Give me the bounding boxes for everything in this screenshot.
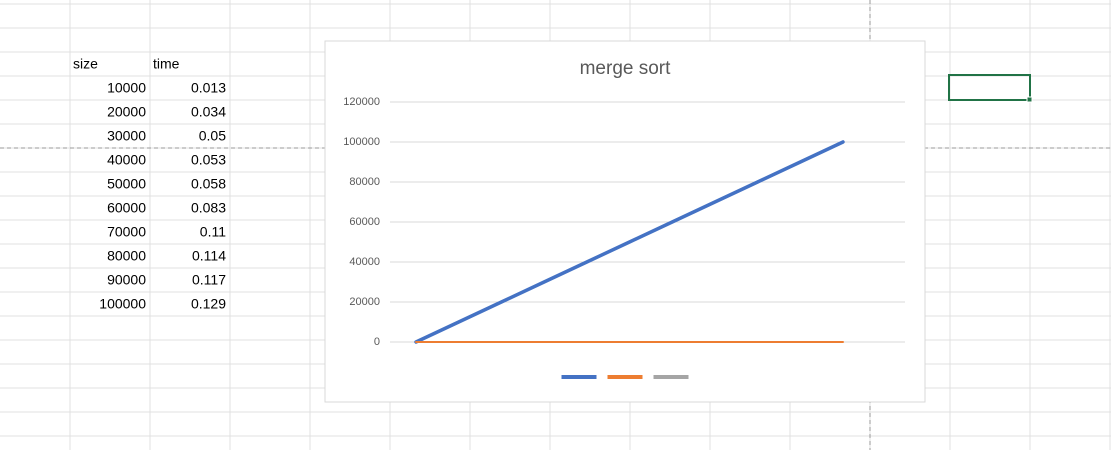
cell: 70000 <box>107 224 146 240</box>
cell: 0.083 <box>191 200 226 216</box>
y-tick-label: 100000 <box>343 136 380 148</box>
cell: 100000 <box>99 296 146 312</box>
y-tick-label: 40000 <box>349 256 380 268</box>
y-tick-label: 60000 <box>349 216 380 228</box>
cell: 80000 <box>107 248 146 264</box>
cell: 0.053 <box>191 152 226 168</box>
cell: 0.034 <box>191 104 226 120</box>
cell: 50000 <box>107 176 146 192</box>
chart-title: merge sort <box>580 58 672 79</box>
series-line <box>414 140 845 344</box>
cell: 0.114 <box>192 248 226 264</box>
cell: 0.11 <box>200 224 226 240</box>
cell: 30000 <box>107 128 146 144</box>
header-cell: time <box>153 56 180 72</box>
cell: 20000 <box>107 104 146 120</box>
cell: 0.058 <box>191 176 226 192</box>
cell: 60000 <box>107 200 146 216</box>
cell: 0.117 <box>192 272 226 288</box>
selected-cell[interactable] <box>948 74 1031 101</box>
cell: 10000 <box>107 80 146 96</box>
fill-handle[interactable] <box>1026 96 1033 103</box>
cell: 90000 <box>107 272 146 288</box>
y-tick-label: 0 <box>374 336 380 348</box>
y-tick-label: 120000 <box>343 96 380 108</box>
cell: 0.013 <box>191 80 226 96</box>
y-tick-label: 20000 <box>349 296 380 308</box>
y-tick-label: 80000 <box>349 176 380 188</box>
cell: 40000 <box>107 152 146 168</box>
cell: 0.05 <box>199 128 226 144</box>
chart: 0 20000 40000 60000 80000 100000 120000 <box>343 96 905 379</box>
header-cell: size <box>73 56 98 72</box>
cell: 0.129 <box>191 296 226 312</box>
table: size time 10000 0.013 20000 0.034 30000 0.05 400… <box>73 56 226 312</box>
